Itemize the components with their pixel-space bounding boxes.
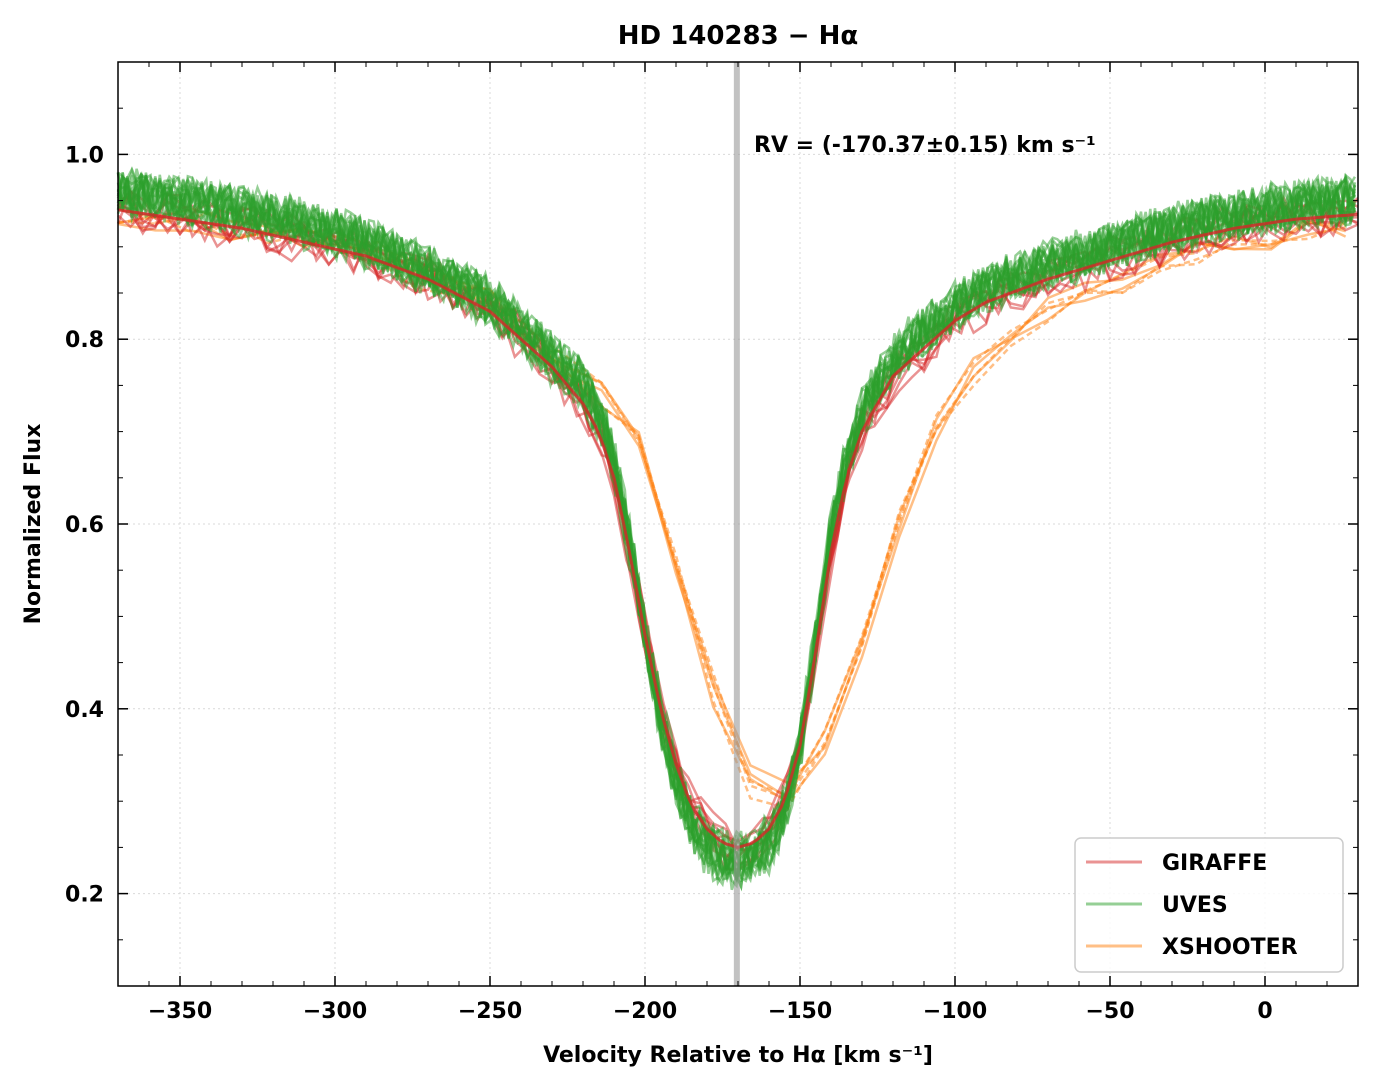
y-tick-label: 1.0 <box>65 143 104 168</box>
x-tick-label: −150 <box>768 999 832 1024</box>
legend-label-uves: UVES <box>1162 893 1228 918</box>
ticks-layer: −350 −300 −250 −200 −150 −100 −50 0 0.2 0.4 0.6 0.8… <box>65 62 1359 1024</box>
x-tick-label: −100 <box>923 999 987 1024</box>
x-tick-label: −300 <box>303 999 367 1024</box>
y-axis-label: Normalized Flux <box>21 424 46 625</box>
x-tick-label: −50 <box>1085 999 1134 1024</box>
legend-label-giraffe: GIRAFFE <box>1162 851 1267 876</box>
legend-box <box>1074 837 1344 973</box>
x-tick-label: −200 <box>613 999 677 1024</box>
y-tick-label: 0.6 <box>65 513 104 538</box>
y-tick-label: 0.4 <box>65 698 104 723</box>
x-tick-label: −250 <box>458 999 522 1024</box>
x-tick-label: 0 <box>1257 999 1272 1024</box>
chart-title: HD 140283 − Hα <box>618 21 858 51</box>
y-tick-label: 0.2 <box>65 883 104 908</box>
y-tick-label: 0.8 <box>65 328 104 353</box>
rv-annotation: RV = (-170.37±0.15) km s⁻¹ <box>754 133 1096 158</box>
legend: GIRAFFE UVES XSHOOTER <box>1074 837 1344 973</box>
x-axis-label: Velocity Relative to Hα [km s⁻¹] <box>543 1043 933 1068</box>
x-tick-label: −350 <box>148 999 212 1024</box>
legend-label-xshooter: XSHOOTER <box>1162 935 1298 960</box>
